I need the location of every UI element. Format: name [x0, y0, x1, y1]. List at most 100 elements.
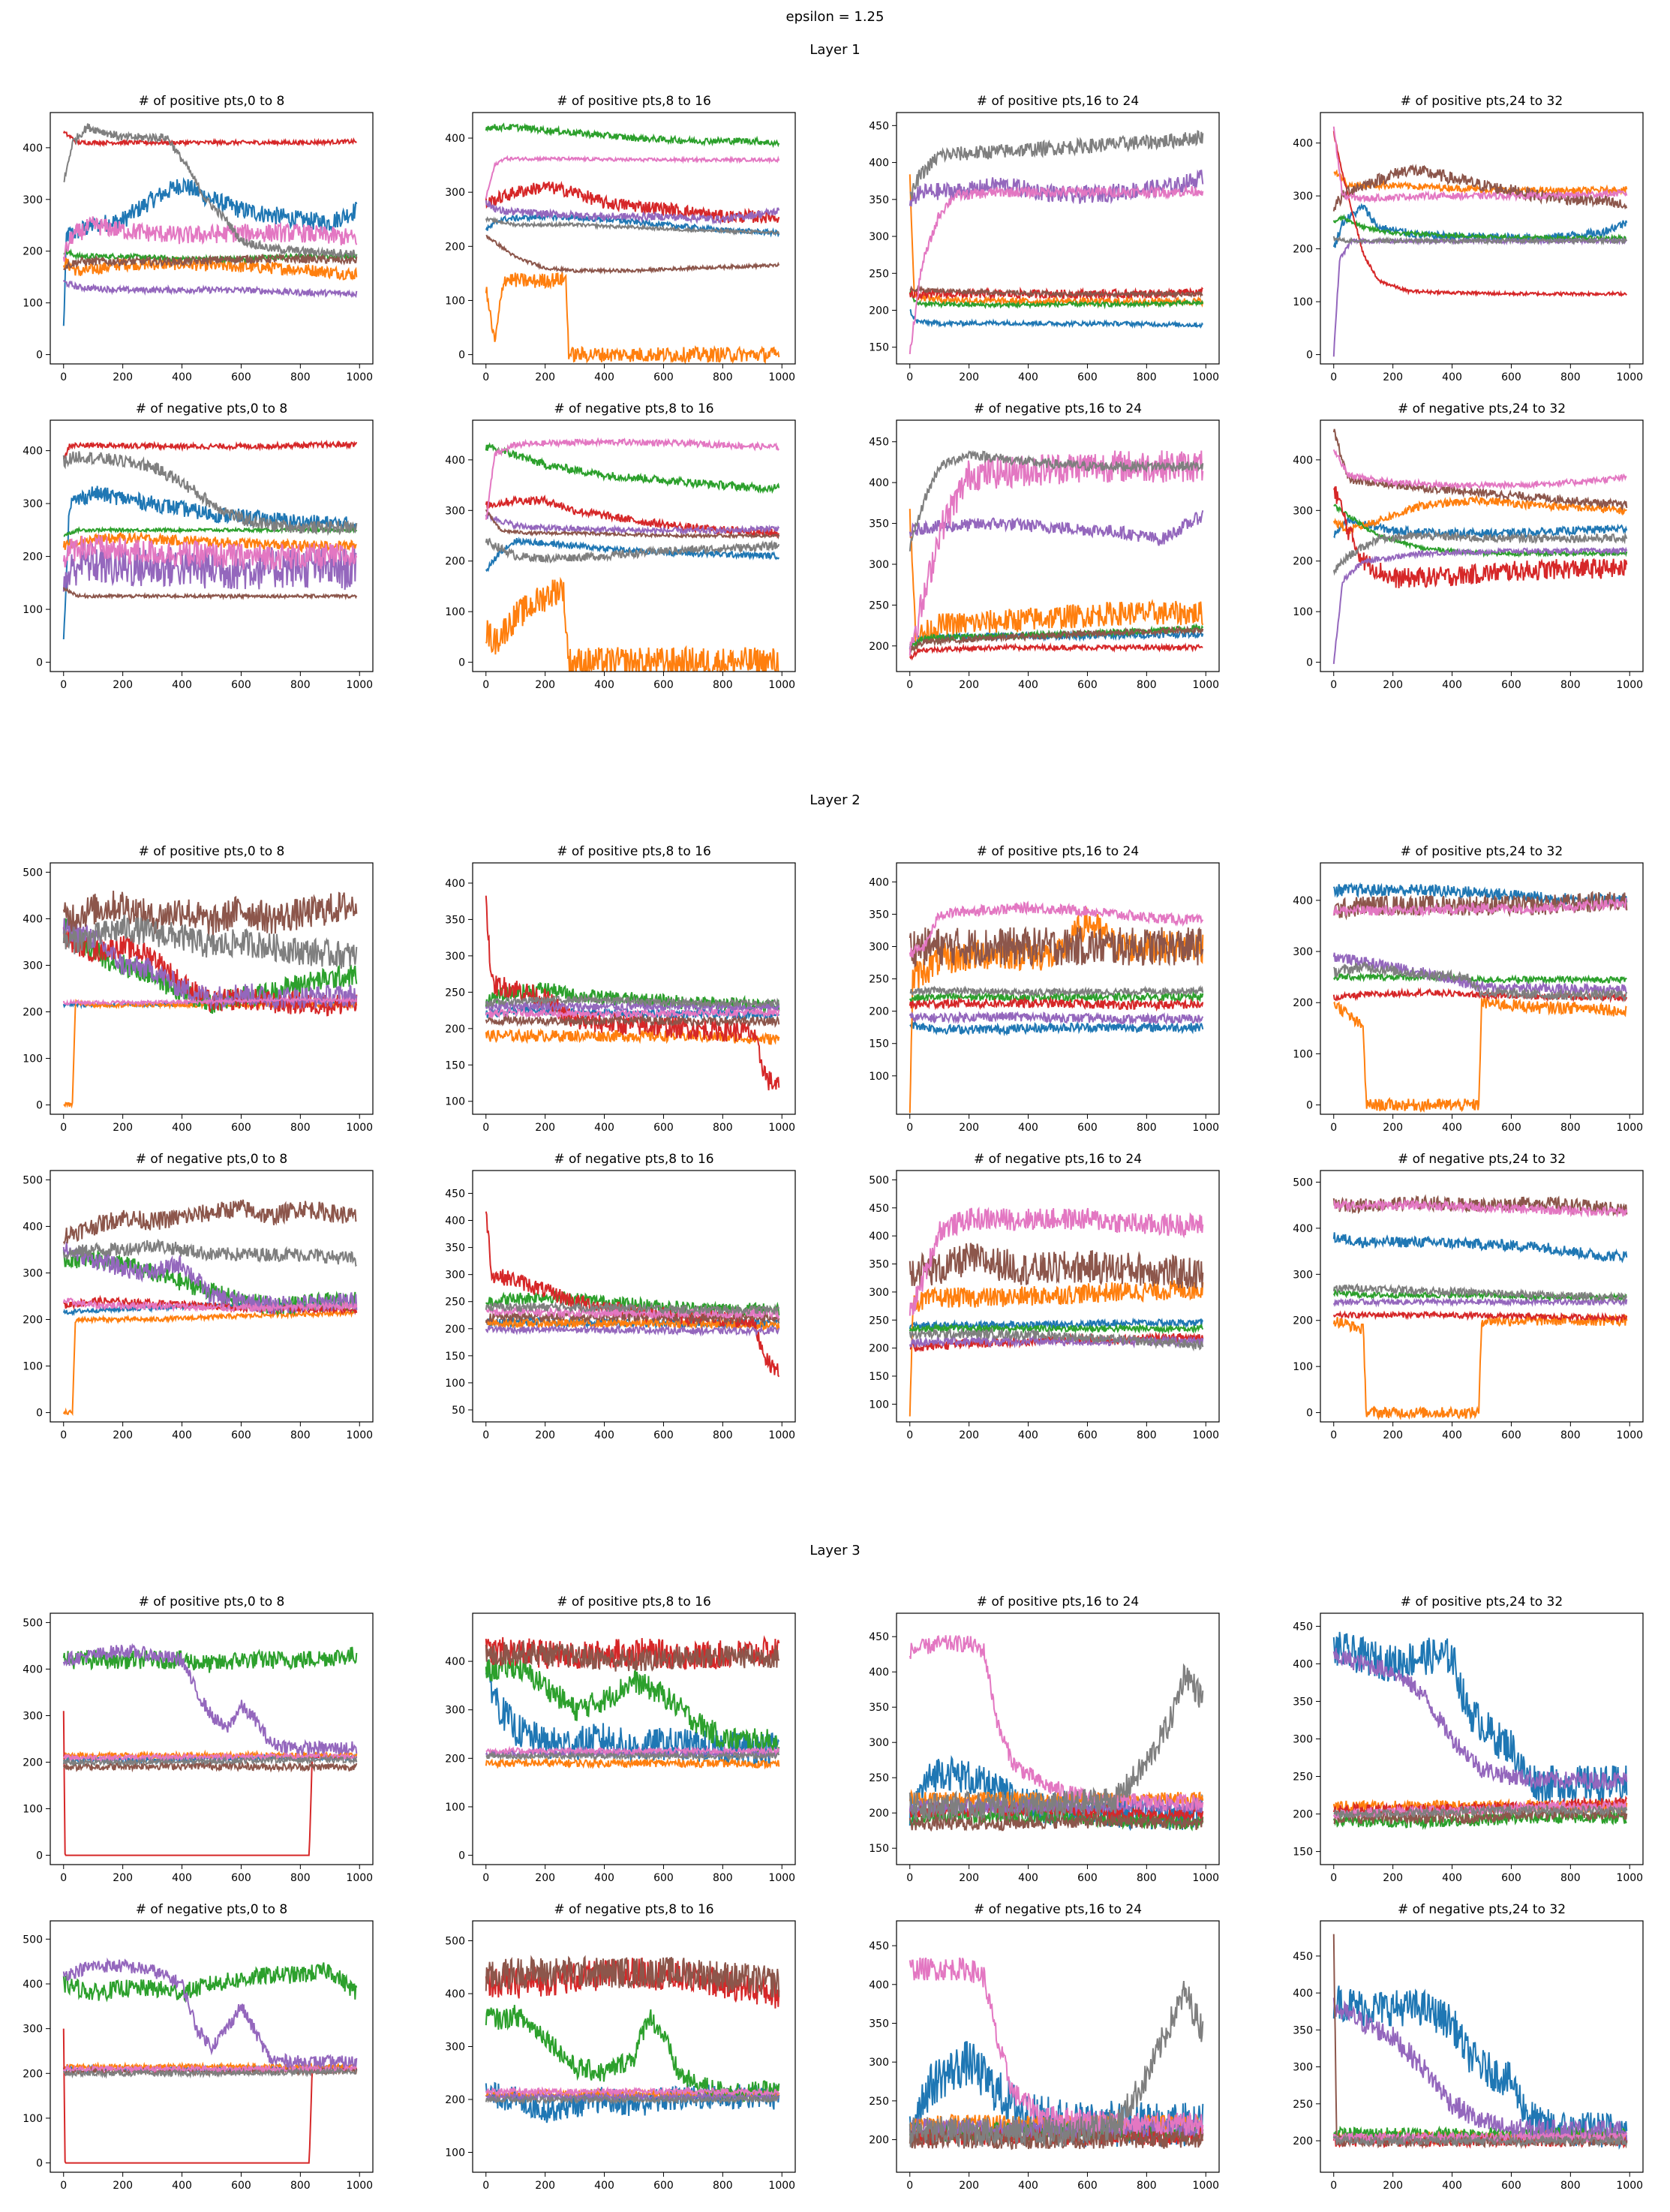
chart-title: # of negative pts,8 to 16	[554, 401, 713, 416]
y-tick-label: 350	[869, 194, 889, 206]
y-tick-label: 500	[1293, 1177, 1313, 1189]
y-tick-label: 200	[869, 305, 889, 317]
series-line-8	[62, 914, 358, 969]
x-tick-label: 1000	[1616, 1122, 1643, 1134]
series-group	[1332, 1194, 1628, 1420]
y-tick-label: 500	[23, 1174, 43, 1186]
x-tick-label: 800	[1560, 1872, 1581, 1884]
series-line-4	[485, 494, 780, 539]
series-group	[485, 437, 780, 672]
x-tick-label: 0	[906, 1429, 913, 1441]
y-tick-label: 200	[869, 641, 889, 653]
axes-frame	[896, 1170, 1220, 1423]
series-line-5	[1332, 1296, 1628, 1308]
y-tick-label: 0	[1306, 657, 1313, 669]
series-line-6	[485, 1955, 780, 1997]
y-tick-label: 250	[445, 987, 465, 999]
series-line-4	[62, 439, 358, 460]
x-tick-label: 800	[1137, 1429, 1157, 1441]
y-tick-label: 350	[869, 1702, 889, 1714]
chart-4: # of positive pts,24 to 32 0 200 400 600 800 1…	[1293, 94, 1644, 383]
chart-6: # of negative pts,8 to 16 0 200 400 600 800 10…	[445, 401, 796, 691]
x-tick-label: 800	[1137, 1872, 1157, 1884]
series-line-1	[909, 308, 1204, 329]
y-tick-label: 300	[445, 951, 465, 963]
series-group	[62, 439, 358, 640]
series-group	[62, 123, 358, 326]
chart-title: # of positive pts,16 to 24	[977, 844, 1139, 859]
axes-frame	[50, 1170, 374, 1423]
y-tick-label: 200	[23, 551, 43, 564]
series-line-6	[485, 1640, 780, 1672]
series-line-3	[909, 1322, 1204, 1335]
y-tick-label: 300	[445, 1705, 465, 1717]
series-group	[909, 130, 1204, 354]
x-tick-label: 400	[172, 1872, 192, 1884]
y-tick-label: 350	[869, 909, 889, 921]
series-line-8	[909, 1327, 1204, 1352]
series-line-3	[485, 1654, 780, 1754]
axes-frame	[50, 1920, 374, 2173]
y-tick-label: 350	[869, 518, 889, 530]
layer-3-label: Layer 3	[809, 1543, 860, 1558]
series-line-6	[909, 1243, 1204, 1290]
x-tick-label: 0	[1330, 371, 1337, 383]
x-tick-label: 800	[1560, 1122, 1581, 1134]
x-tick-label: 400	[1442, 2180, 1462, 2192]
x-tick-label: 600	[1077, 1122, 1098, 1134]
y-tick-label: 250	[869, 268, 889, 280]
y-tick-label: 300	[869, 1737, 889, 1749]
series-line-5	[485, 512, 780, 536]
x-tick-label: 400	[172, 2180, 192, 2192]
chart-title: # of negative pts,0 to 8	[136, 1902, 287, 1917]
x-tick-label: 200	[113, 1122, 133, 1134]
x-tick-label: 600	[1077, 371, 1098, 383]
y-tick-label: 200	[445, 1324, 465, 1336]
x-tick-label: 0	[60, 1872, 67, 1884]
series-line-1	[1332, 1232, 1628, 1264]
axes-frame	[1320, 1920, 1644, 2173]
x-tick-label: 600	[231, 679, 251, 691]
y-tick-label: 300	[1293, 946, 1313, 958]
x-tick-label: 200	[1383, 1429, 1403, 1441]
series-line-5	[485, 1324, 780, 1337]
series-group	[485, 1211, 780, 1378]
series-line-8	[1333, 1803, 1628, 1820]
chart-title: # of positive pts,0 to 8	[139, 94, 285, 109]
series-line-8	[485, 216, 780, 236]
axes-frame	[50, 1612, 374, 1865]
x-tick-label: 0	[482, 1429, 489, 1441]
y-tick-label: 200	[23, 1315, 43, 1327]
x-tick-label: 200	[535, 1122, 555, 1134]
y-tick-label: 400	[869, 1231, 889, 1243]
y-tick-label: 200	[23, 2068, 43, 2080]
series-group	[485, 1955, 780, 2123]
series-line-8	[63, 123, 358, 260]
x-tick-label: 800	[1560, 679, 1581, 691]
series-line-6	[485, 509, 780, 539]
y-tick-label: 400	[869, 1667, 889, 1679]
series-line-3	[485, 1289, 780, 1318]
y-tick-label: 300	[23, 960, 43, 972]
x-tick-label: 0	[482, 1122, 489, 1134]
y-tick-label: 300	[23, 1710, 43, 1722]
series-line-5	[485, 200, 780, 225]
y-tick-label: 150	[445, 1059, 465, 1071]
y-tick-label: 450	[869, 1631, 889, 1643]
axes-frame	[896, 862, 1220, 1115]
x-tick-label: 600	[1501, 1122, 1521, 1134]
x-tick-label: 800	[713, 1122, 733, 1134]
chart-title: # of positive pts,0 to 8	[139, 844, 285, 859]
x-tick-label: 600	[231, 1872, 251, 1884]
y-tick-label: 400	[23, 913, 43, 925]
y-tick-label: 300	[445, 505, 465, 517]
x-tick-label: 1000	[1192, 679, 1219, 691]
x-tick-label: 200	[113, 371, 133, 383]
y-tick-label: 300	[23, 1267, 43, 1279]
series-line-6	[485, 1013, 780, 1029]
series-line-7	[1333, 1198, 1628, 1218]
series-line-8	[485, 1750, 780, 1762]
y-tick-label: 400	[23, 1979, 43, 1991]
chart-title: # of positive pts,0 to 8	[139, 1594, 285, 1609]
x-tick-label: 200	[535, 1429, 555, 1441]
